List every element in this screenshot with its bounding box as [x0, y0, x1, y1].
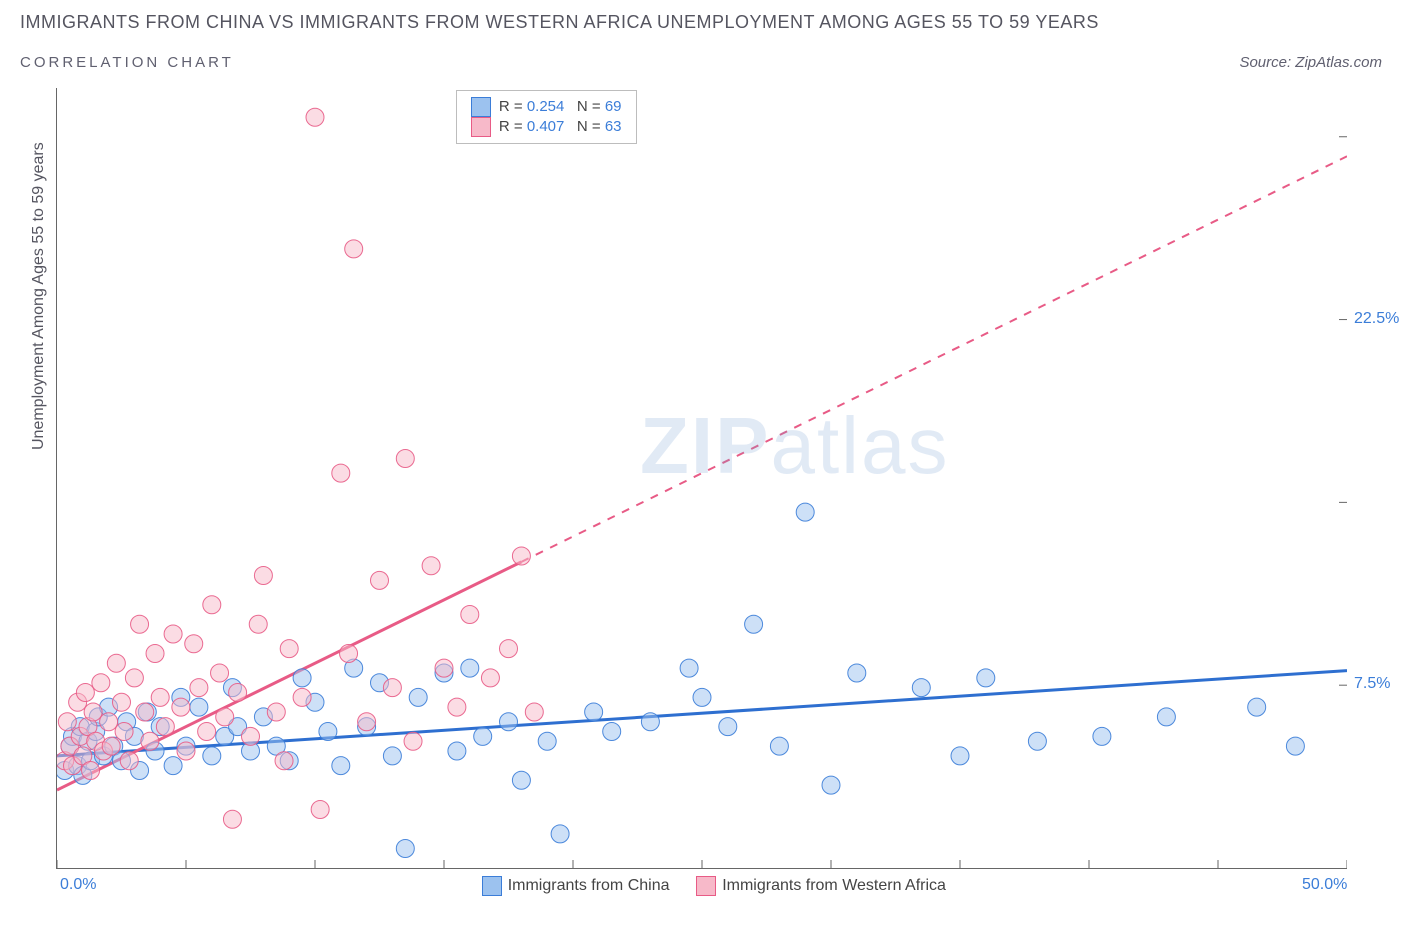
legend-n-label: N = [564, 98, 604, 115]
legend-swatch [482, 876, 502, 896]
legend-row: R = 0.407 N = 63 [471, 117, 622, 137]
legend-r-value: 0.407 [527, 118, 565, 135]
legend-r-value: 0.254 [527, 98, 565, 115]
y-tick-label: 7.5% [1354, 675, 1390, 693]
legend-row: R = 0.254 N = 69 [471, 97, 622, 117]
stats-legend: R = 0.254 N = 69R = 0.407 N = 63 [456, 90, 637, 144]
legend-series-label: Immigrants from Western Africa [722, 877, 946, 894]
source-credit: Source: ZipAtlas.com [1239, 54, 1382, 71]
legend-r-label: R = [499, 98, 527, 115]
legend-swatch [471, 117, 491, 137]
legend-series-label: Immigrants from China [508, 877, 670, 894]
legend-swatch [696, 876, 716, 896]
scatter-plot [56, 88, 1347, 869]
y-tick-label: 22.5% [1354, 310, 1399, 328]
series-legend: Immigrants from China Immigrants from We… [482, 876, 946, 896]
legend-n-value: 63 [605, 118, 622, 135]
legend-n-label: N = [564, 118, 604, 135]
x-tick-label: 50.0% [1302, 876, 1347, 894]
chart-subtitle: CORRELATION CHART [20, 54, 234, 71]
page-title: IMMIGRANTS FROM CHINA VS IMMIGRANTS FROM… [20, 12, 1099, 33]
legend-r-label: R = [499, 118, 527, 135]
x-tick-label: 0.0% [60, 876, 96, 894]
y-axis-label: Unemployment Among Ages 55 to 59 years [30, 142, 48, 450]
legend-swatch [471, 97, 491, 117]
legend-n-value: 69 [605, 98, 622, 115]
